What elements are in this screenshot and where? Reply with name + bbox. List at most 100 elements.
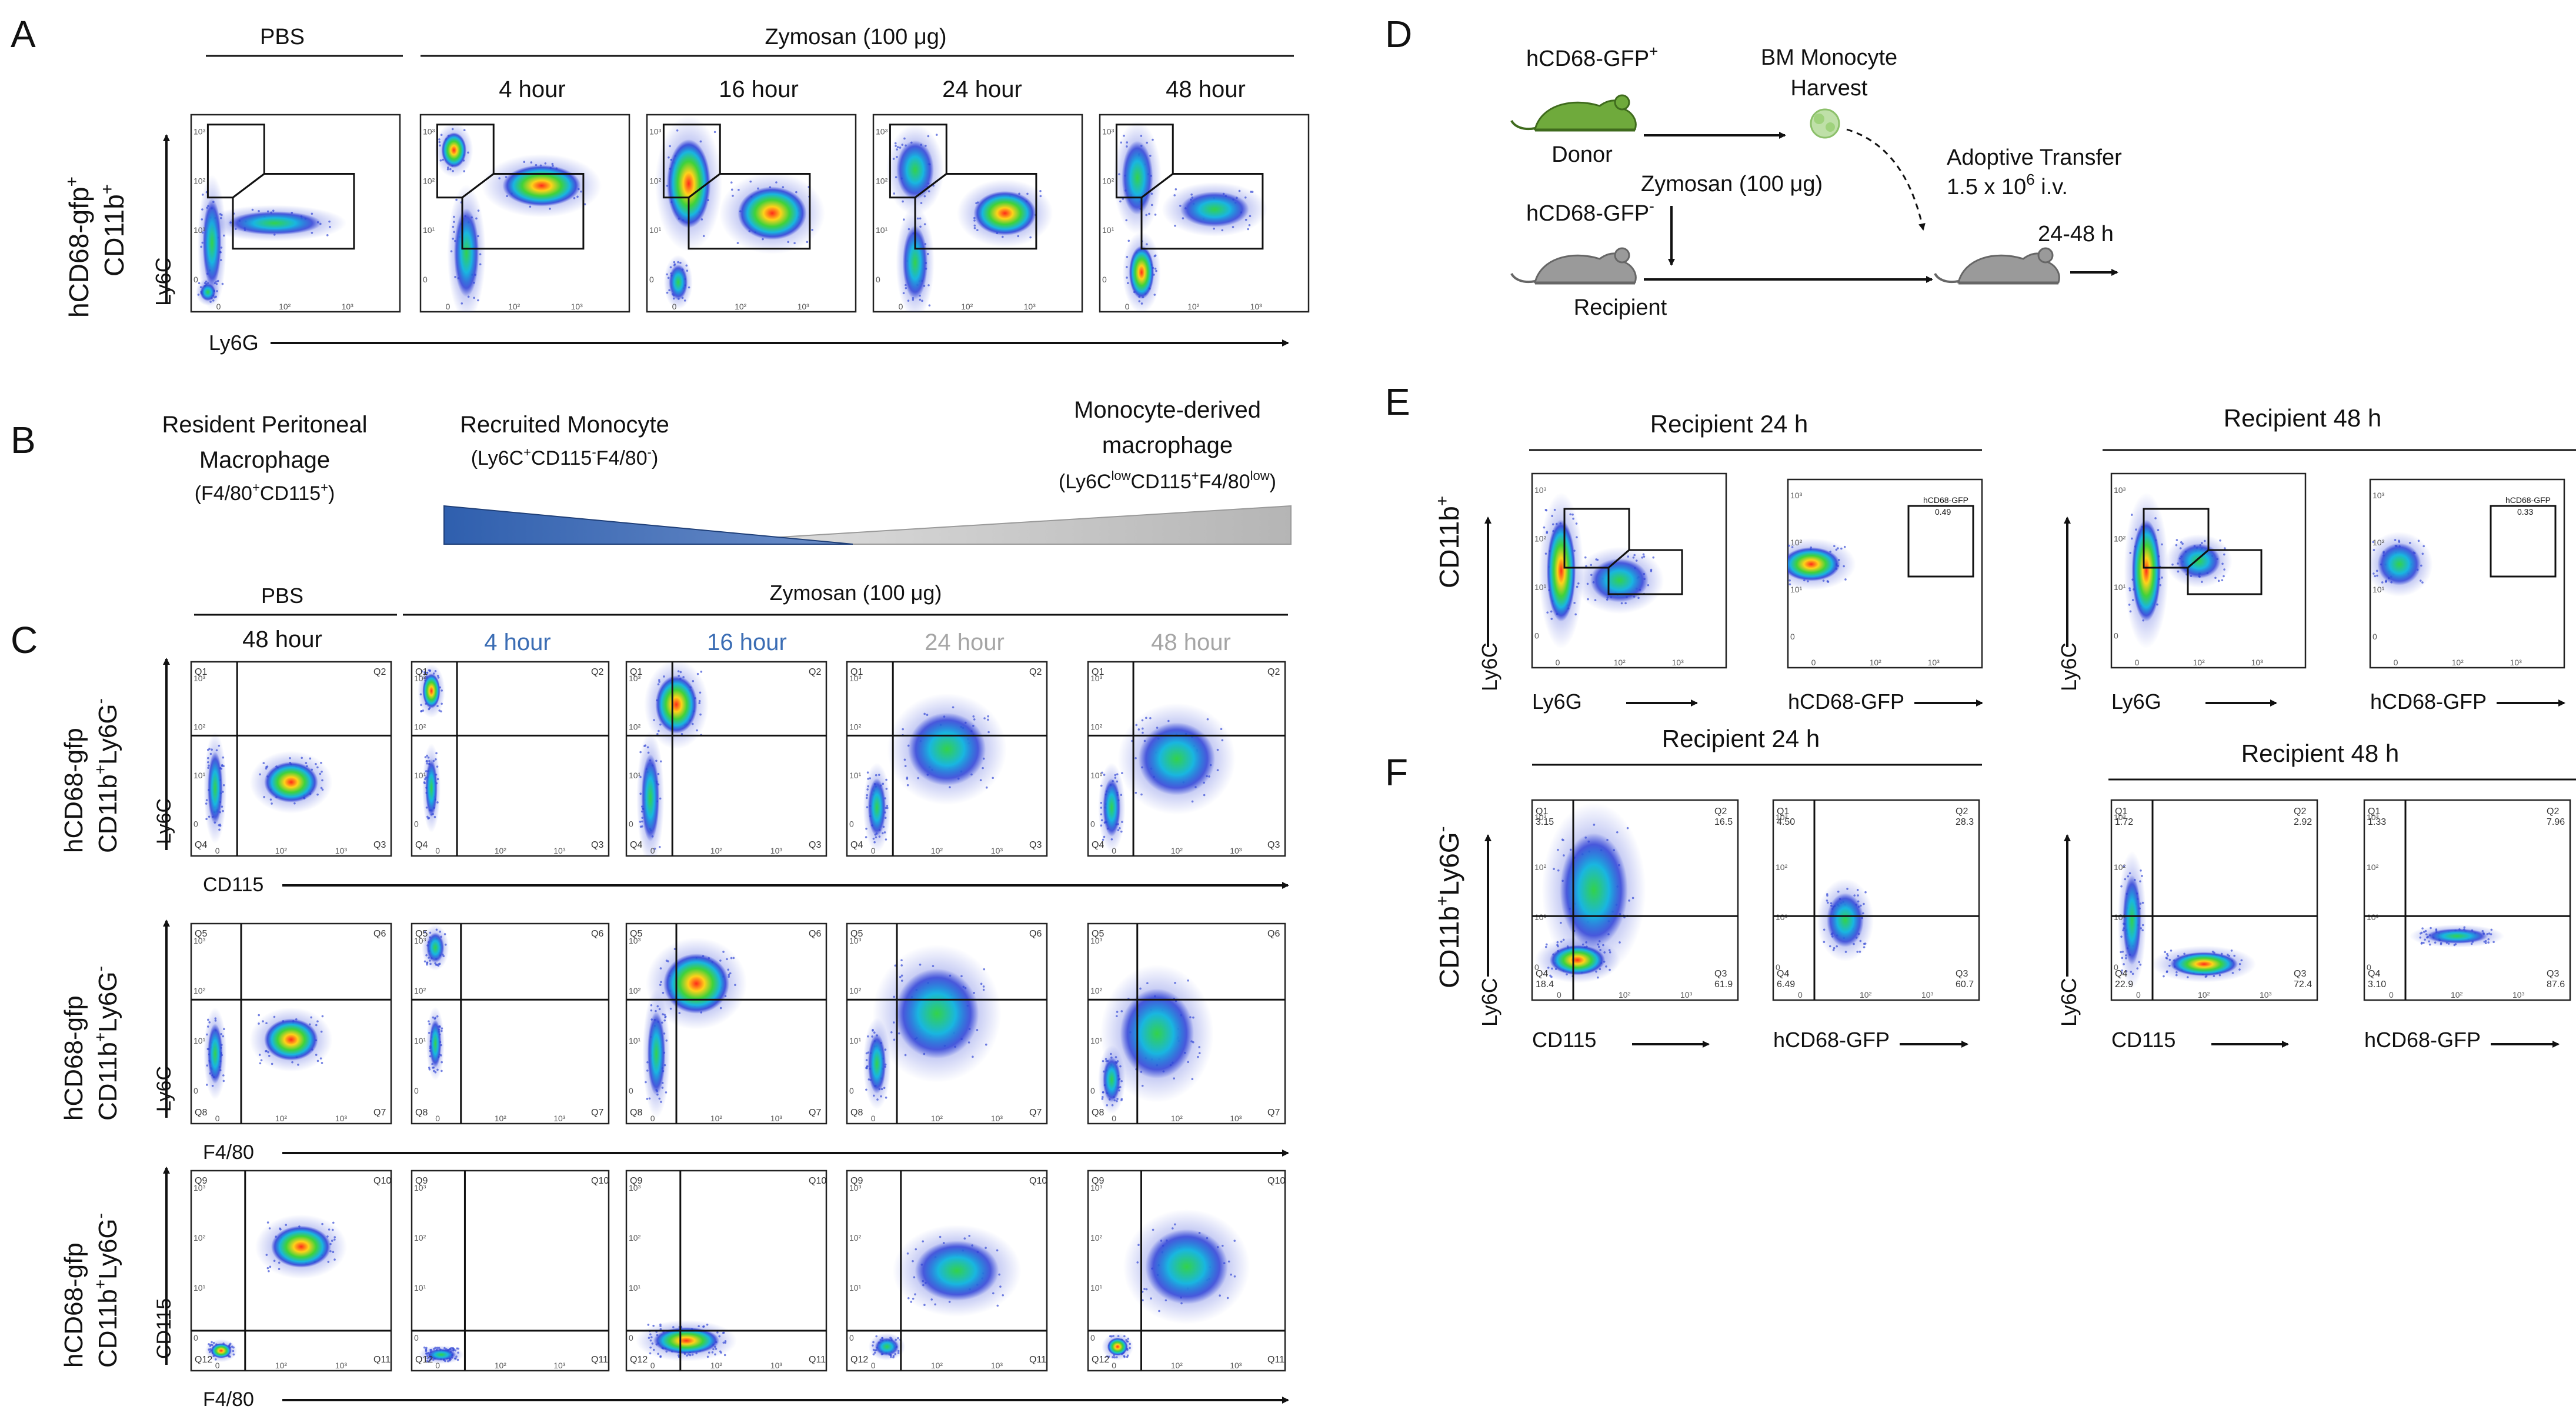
quadrant-value: 60.7 bbox=[1956, 979, 1974, 989]
panel-f-gfp-axis: hCD68-GFP bbox=[2364, 1028, 2481, 1052]
tick-label: 10³ bbox=[2510, 658, 2522, 667]
tick-label: 10² bbox=[414, 722, 426, 732]
quadrant-label: Q8 bbox=[1092, 1108, 1104, 1118]
quadrant-label: Q10 bbox=[1029, 1176, 1047, 1186]
panel-a-y-axis: Ly6C bbox=[151, 257, 175, 306]
tick-label: 10² bbox=[1534, 862, 1547, 872]
quadrant-label: Q2 bbox=[1267, 667, 1280, 677]
tick-label: 0 bbox=[1102, 275, 1107, 284]
tick-label: 0 bbox=[1090, 819, 1095, 829]
panel-e-gfp-plot: 10³ 10² 10¹ 0 0 10² 10³ hCD68-GFP 0.49 bbox=[1787, 478, 1983, 669]
tick-label: 10³ bbox=[1534, 812, 1547, 822]
tick-label: 10¹ bbox=[629, 771, 641, 780]
tick-label: 10² bbox=[629, 986, 641, 995]
quadrant-label: Q5 bbox=[415, 929, 428, 939]
tick-label: 10² bbox=[710, 1114, 723, 1123]
tick-label: 10² bbox=[1102, 176, 1115, 185]
quadrant-label: Q3 bbox=[591, 840, 603, 850]
quadrant-label: Q7 bbox=[1029, 1108, 1042, 1118]
tick-label: 10¹ bbox=[414, 1283, 426, 1292]
panel-d: D hCD68-GFP+ Donor BM Monocyte Harvest Z… bbox=[1385, 13, 2122, 320]
quadrant-label: Q10 bbox=[1267, 1176, 1285, 1186]
tick-label: 10³ bbox=[849, 936, 862, 945]
tick-label: 10² bbox=[2198, 990, 2210, 999]
quadrant-label: Q4 bbox=[630, 840, 642, 850]
panel-e-ly6g-plot: 10³ 10² 10¹ 0 0 10² 10³ bbox=[1531, 472, 1727, 669]
quadrant-label: Q5 bbox=[630, 929, 642, 939]
tick-label: 0 bbox=[2373, 632, 2377, 641]
panel-a-group-pbs: PBS bbox=[260, 25, 305, 49]
tick-label: 0 bbox=[414, 1333, 419, 1342]
panel-c-x-axis: CD115 bbox=[203, 874, 263, 896]
tick-label: 10³ bbox=[342, 302, 354, 311]
panel-b-moderived-3: (Ly6ClowCD115+F4/80low) bbox=[1059, 468, 1276, 493]
panel-a-time-24h: 24 hour bbox=[942, 76, 1022, 102]
panel-c-letter: C bbox=[11, 619, 38, 661]
quadrant-label: Q10 bbox=[809, 1176, 826, 1186]
quadrant-label: Q4 bbox=[1092, 840, 1104, 850]
quadrant-label: Q4 bbox=[1777, 969, 1789, 979]
tick-label: 10³ bbox=[553, 1361, 566, 1370]
panel-c-row-label: hCD68-gfp bbox=[59, 1242, 88, 1368]
recipient-mouse-icon bbox=[1510, 247, 1637, 285]
panel-f-y-axis: Ly6C bbox=[2057, 978, 2081, 1027]
tick-label: 0 bbox=[2135, 658, 2140, 667]
tick-label: 10¹ bbox=[2114, 582, 2126, 592]
quadrant-value: 1.72 bbox=[2115, 817, 2133, 827]
panel-e-x-axis: Ly6G bbox=[1532, 689, 1582, 714]
quadrant-label: Q3 bbox=[1029, 840, 1042, 850]
panel-a-group-zymosan: Zymosan (100 μg) bbox=[765, 25, 946, 49]
tick-label: 10² bbox=[414, 986, 426, 995]
panel-e-gfp-plot: 10³ 10² 10¹ 0 0 10² 10³ hCD68-GFP 0.33 bbox=[2369, 478, 2565, 669]
quadrant-value: 61.9 bbox=[1714, 979, 1733, 989]
blue-wedge bbox=[443, 505, 853, 545]
tick-label: 10³ bbox=[1776, 812, 1788, 822]
panel-e-title-48: Recipient 48 h bbox=[2224, 404, 2382, 432]
tick-label: 0 bbox=[193, 1333, 198, 1342]
tick-label: 10² bbox=[423, 176, 435, 185]
tick-label: 10³ bbox=[849, 674, 862, 683]
tick-label: 10³ bbox=[2373, 491, 2385, 500]
tick-label: 0 bbox=[1557, 990, 1561, 999]
tick-label: 10¹ bbox=[2373, 585, 2385, 594]
panel-e-title-24: Recipient 24 h bbox=[1650, 410, 1808, 438]
quadrant-label: Q12 bbox=[1092, 1355, 1109, 1365]
quadrant-label: Q6 bbox=[809, 929, 821, 939]
tick-label: 10² bbox=[275, 1114, 288, 1123]
tick-label: 10¹ bbox=[629, 1036, 641, 1045]
transfer-mouse-icon bbox=[1934, 247, 2060, 285]
panel-d-letter: D bbox=[1385, 13, 1412, 55]
quadrant-value: 2.92 bbox=[2294, 817, 2312, 827]
tick-label: 10² bbox=[1790, 538, 1803, 547]
tick-label: 10² bbox=[1619, 990, 1631, 999]
panel-f-title-48: Recipient 48 h bbox=[2241, 739, 2400, 767]
tick-label: 10² bbox=[495, 1114, 507, 1123]
quadrant-label: Q6 bbox=[1267, 929, 1280, 939]
bm-cells-icon bbox=[1810, 108, 1840, 139]
quadrant-label: Q2 bbox=[809, 667, 821, 677]
tick-label: 10² bbox=[193, 722, 206, 732]
quadrant-label: Q7 bbox=[809, 1108, 821, 1118]
tick-label: 10² bbox=[495, 1361, 507, 1370]
panel-a-letter: A bbox=[11, 13, 36, 55]
quadrant-label: Q11 bbox=[591, 1355, 608, 1365]
panel-e-gfp-axis: hCD68-GFP bbox=[1788, 689, 1904, 714]
panel-a-time-16h: 16 hour bbox=[719, 76, 799, 102]
tick-label: 0 bbox=[629, 1333, 633, 1342]
quadrant-label: Q5 bbox=[1092, 929, 1104, 939]
tick-label: 10² bbox=[279, 302, 291, 311]
tick-label: 0 bbox=[2114, 631, 2118, 641]
panel-f-x-axis: CD115 bbox=[2111, 1028, 2175, 1052]
panel-b-resident-2: Macrophage bbox=[199, 447, 330, 473]
tick-label: 0 bbox=[1556, 658, 1560, 667]
tick-label: 0 bbox=[1776, 962, 1780, 972]
quadrant-label: Q1 bbox=[1092, 667, 1104, 677]
tick-label: 0 bbox=[435, 1361, 440, 1370]
adoptive-transfer-2: 1.5 x 106 i.v. bbox=[1947, 171, 2068, 199]
tick-label: 10³ bbox=[1024, 302, 1036, 311]
quadrant-value: 28.3 bbox=[1956, 817, 1974, 827]
quadrant-value: 7.96 bbox=[2547, 817, 2565, 827]
